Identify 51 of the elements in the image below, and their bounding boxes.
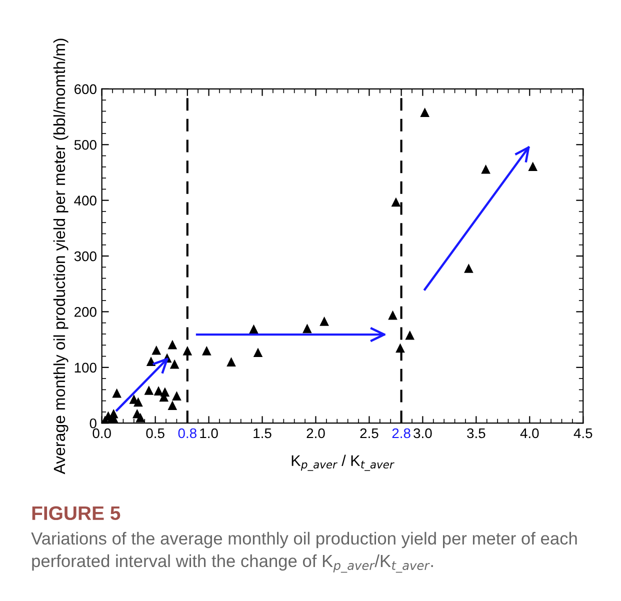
point [172,391,182,400]
point [170,359,180,369]
point [144,386,154,395]
point [108,408,118,418]
point [168,340,178,350]
y-axis-title: Average monthly oil production yield per meter (bbl/momth/m) [53,38,68,474]
y-tick-label: 600 [74,84,96,94]
point [112,388,122,398]
point [528,162,538,172]
point [202,346,212,356]
y-tick-label: 0 [90,418,96,428]
y-tick-label: 500 [74,140,96,150]
y-tick-label: 200 [74,307,96,317]
x-tick-label: 1.5 [254,428,272,438]
x-tick-label: 4.0 [520,428,539,438]
x-axis-title: K$_{p_aver}$ / K$_{t_aver}$ [292,454,394,471]
point [136,412,146,422]
x-tick-label: 2.5 [360,428,378,438]
x-tick-label: 4.5 [574,428,592,438]
point [405,330,415,340]
point [320,316,329,326]
x-tick-label: 2.8 [392,428,410,438]
point [146,356,156,366]
x-tick-label: 0.0 [92,428,111,438]
point [134,397,143,407]
point [168,400,178,410]
x-tick-label: 3.0 [414,428,432,438]
point [391,197,401,207]
y-tick-label: 100 [74,362,96,373]
x-tick-label: 2.0 [306,428,325,438]
x-tick-label: 0.8 [178,428,196,438]
point [420,108,430,117]
y-tick-label: 300 [74,251,96,262]
point [396,343,405,353]
point [226,357,236,366]
point [253,348,263,358]
point [182,346,192,356]
point [152,345,162,355]
point [249,324,258,334]
x-tick-label: 1.0 [200,428,218,438]
point [160,387,170,397]
caption: FIGURE 5 [32,506,120,520]
point [154,386,164,396]
text: Variations of the average monthly oil production yield per meter of each perforated interval with the change of K$_{p_aver}$/K$_{t_aver}$. [31,532,577,573]
point [302,324,312,334]
x-tick-label: 0.5 [146,428,164,438]
x-tick-label: 3.5 [467,428,486,438]
point [481,164,490,174]
point [388,310,398,320]
point [464,264,474,273]
y-tick-label: 400 [74,196,96,206]
